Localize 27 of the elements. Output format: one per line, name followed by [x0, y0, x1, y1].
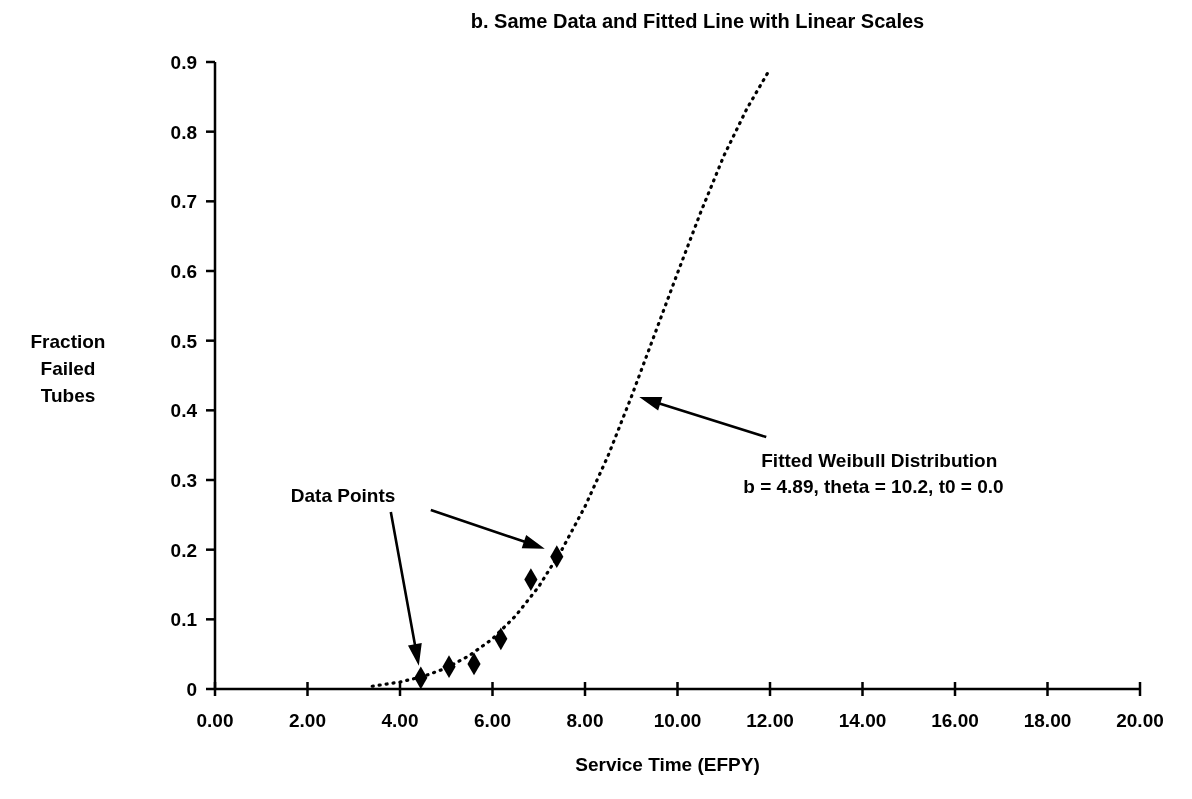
chart-title: b. Same Data and Fitted Line with Linear Scales: [470, 10, 925, 32]
y-tick-label: 0.6: [170, 261, 197, 282]
x-tick-label: 12.00: [746, 710, 794, 731]
y-tick-label: 0.9: [170, 52, 197, 73]
x-tick-label: 6.00: [474, 710, 511, 731]
annotation: Data Points: [290, 485, 396, 507]
y-tick-label: 0.3: [170, 470, 197, 491]
x-tick-label: 0.00: [196, 710, 234, 731]
x-tick-label: 16.00: [931, 710, 979, 731]
y-tick-label: 0.5: [170, 330, 198, 352]
y-axis-title: Fraction Failed Tubes: [30, 330, 106, 406]
x-tick-label: 10.00: [653, 710, 702, 731]
y-tick-label: 0.2: [170, 539, 197, 561]
x-tick-label: 18.00: [1023, 710, 1072, 731]
x-tick-label: 8.00: [566, 710, 604, 731]
y-tick-label: 0: [186, 679, 197, 700]
annotation: Fitted Weibull Distribution: [761, 450, 998, 472]
x-tick-label: 14.00: [838, 710, 887, 731]
y-tick-label: 0.4: [170, 400, 198, 422]
y-tick-label: 0.1: [170, 609, 198, 631]
annotation: b = 4.89, theta = 10.2, t0 = 0.0: [743, 476, 1004, 498]
x-tick-label: 4.00: [381, 710, 419, 731]
x-tick-label: 20.00: [1116, 710, 1164, 731]
y-tick-label: 0.8: [170, 121, 197, 143]
x-tick-label: 2.00: [289, 710, 326, 731]
y-tick-label: 0.7: [170, 191, 197, 213]
x-axis-title: Service Time (EFPY): [575, 754, 760, 775]
